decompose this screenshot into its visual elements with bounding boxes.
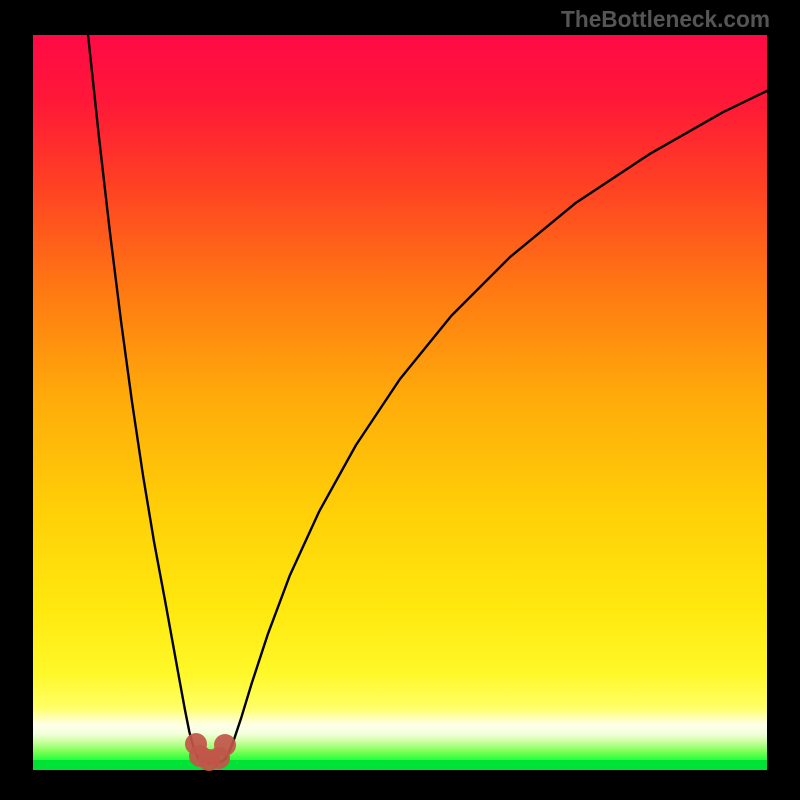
- plot-baseline-strip: [33, 760, 767, 770]
- watermark-text: TheBottleneck.com: [561, 6, 770, 33]
- plot-background-gradient: [33, 35, 767, 770]
- valley-marker-4: [214, 734, 236, 756]
- chart-container: TheBottleneck.com: [0, 0, 800, 800]
